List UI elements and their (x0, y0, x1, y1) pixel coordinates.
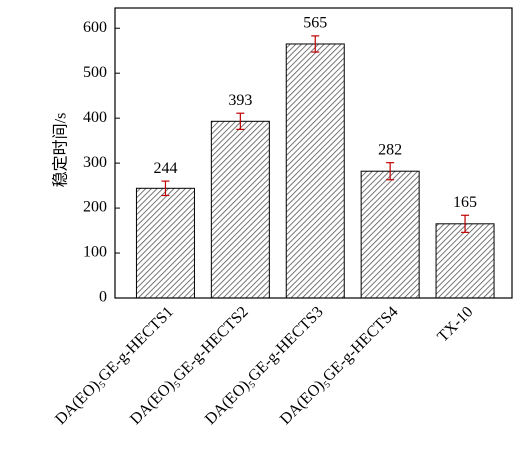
x-tick-label: TX-10 (434, 303, 476, 345)
y-tick-label: 500 (83, 64, 107, 81)
y-tick-label: 300 (83, 154, 107, 171)
y-tick-label: 600 (83, 19, 107, 36)
y-tick-label: 400 (83, 109, 107, 126)
plot-frame (114, 7, 513, 299)
value-label: 565 (303, 15, 327, 32)
bar (285, 43, 345, 299)
y-axis-label: 稳定时间/s (52, 113, 70, 188)
value-label: 244 (153, 160, 177, 177)
y-tick-label: 0 (99, 289, 107, 306)
value-label: 393 (228, 92, 252, 109)
bar (210, 120, 270, 299)
bar (360, 170, 420, 299)
bar (135, 187, 195, 299)
y-tick-label: 100 (83, 244, 107, 261)
x-tick-label: DA(EO)₅GE-g-HECTS1 (52, 303, 177, 428)
value-label: 165 (453, 194, 477, 211)
bar (435, 223, 495, 299)
value-label: 282 (378, 141, 402, 158)
y-tick-label: 200 (83, 199, 107, 216)
